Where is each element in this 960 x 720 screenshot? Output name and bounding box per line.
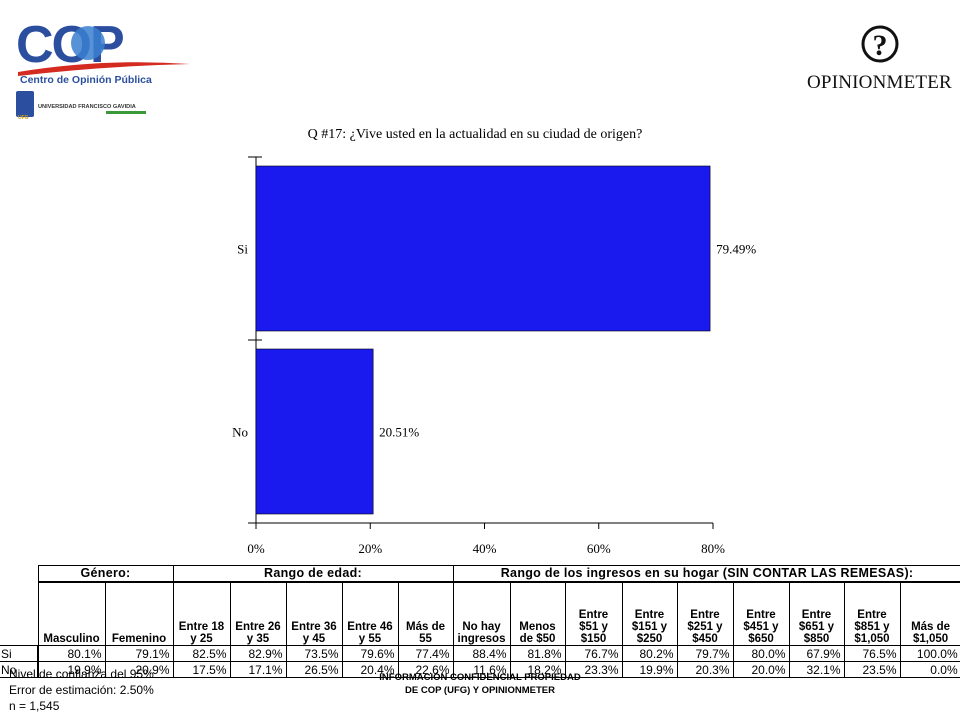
ufg-green-bar <box>106 111 146 114</box>
column-header: Más de 55 <box>397 580 454 646</box>
table-cell: 19.9% <box>621 661 678 678</box>
svg-text:?: ? <box>873 29 888 62</box>
table-cell: 18.2% <box>509 661 566 678</box>
table-cell: 77.4% <box>397 645 454 662</box>
x-tick-label: 20% <box>358 541 382 556</box>
chart-title: Q #17: ¿Vive usted en la actualidad en s… <box>308 127 643 142</box>
bar-chart: Q #17: ¿Vive usted en la actualidad en s… <box>232 127 756 556</box>
table-cell: 82.9% <box>229 645 287 662</box>
table-cell: 79.1% <box>104 645 174 662</box>
table-cell: 11.6% <box>452 661 511 678</box>
column-header: Entre 26 y 35 <box>229 580 287 646</box>
column-header: Femenino <box>104 580 174 646</box>
margin-of-error: Error de estimación: 2.50% <box>9 683 154 697</box>
table-cell: 76.7% <box>564 645 623 662</box>
table-cell: 81.8% <box>509 645 566 662</box>
bar <box>255 348 374 515</box>
table-cell: 20.3% <box>676 661 734 678</box>
table-cell: 20.0% <box>732 661 790 678</box>
x-tick-label: 60% <box>587 541 611 556</box>
crosstab-table: Género: Rango de edad: Rango de los ingr… <box>0 565 960 678</box>
table-cell: 82.5% <box>172 645 231 662</box>
table-cell: 17.1% <box>229 661 287 678</box>
table-cell: 23.3% <box>564 661 623 678</box>
table-cell: 17.5% <box>172 661 231 678</box>
table-cell: 79.6% <box>341 645 399 662</box>
group-ingresos: Rango de los ingresos en su hogar (SIN C… <box>452 565 960 582</box>
column-header: Más de $1,050 <box>899 580 960 646</box>
ufg-name: UNIVERSIDAD FRANCISCO GAVIDIA <box>38 104 136 110</box>
table-cell: 32.1% <box>788 661 845 678</box>
table-cell: 20.9% <box>104 661 174 678</box>
table-cell: 100.0% <box>899 645 960 662</box>
table-cell: 22.6% <box>397 661 454 678</box>
column-header: Entre $251 y $450 <box>676 580 734 646</box>
table-cell: 80.1% <box>37 645 106 662</box>
group-edad: Rango de edad: <box>172 565 454 582</box>
column-header: Entre 18 y 25 <box>172 580 231 646</box>
x-tick-label: 80% <box>701 541 725 556</box>
table-cell: 76.5% <box>843 645 901 662</box>
table-row: No 19.9% 20.9% 17.5% 17.1% 26.5% 20.4% 22.6% 11… <box>0 661 960 678</box>
cop-logo: COP Centro de Opinión Pública UFG UNIVER… <box>16 16 190 121</box>
table-cell: 23.5% <box>843 661 901 678</box>
category-label: Si <box>237 242 248 257</box>
globe-icon <box>71 26 105 60</box>
table-cell: 19.9% <box>37 661 106 678</box>
column-header: Entre $651 y $850 <box>788 580 845 646</box>
column-header-row: Masculino Femenino Entre 18 y 25 Entre 26 y 3… <box>0 580 960 646</box>
opinionmeter-wordmark: OPINIONMETER <box>807 72 952 93</box>
column-header: Entre 36 y 45 <box>285 580 343 646</box>
table-cell: 80.0% <box>732 645 790 662</box>
table-cell: 80.2% <box>621 645 678 662</box>
red-swoosh <box>18 62 190 76</box>
opinionmeter-logo: ? OPINIONMETER <box>807 25 952 93</box>
group-genero: Género: <box>37 565 174 582</box>
bar <box>255 165 711 332</box>
column-header: Entre $451 y $650 <box>732 580 790 646</box>
column-header: Entre $51 y $150 <box>564 580 623 646</box>
column-header: Entre $851 y $1,050 <box>843 580 901 646</box>
table-cell: 0.0% <box>899 661 960 678</box>
table-cell: 73.5% <box>285 645 343 662</box>
column-header: Menos de $50 <box>509 580 566 646</box>
table-cell: 20.4% <box>341 661 399 678</box>
column-header: Masculino <box>37 580 106 646</box>
table-cell: 88.4% <box>452 645 511 662</box>
chart-labels: 79.49% Si 20.51% No <box>232 242 756 440</box>
table-cell: 67.9% <box>788 645 845 662</box>
table-cell: 26.5% <box>285 661 343 678</box>
column-header: Entre 46 y 55 <box>341 580 399 646</box>
sample-size: n = 1,545 <box>9 699 60 713</box>
group-header-row: Género: Rango de edad: Rango de los ingr… <box>0 565 960 582</box>
table-cell: 79.7% <box>676 645 734 662</box>
ufg-abbr: UFG <box>18 115 29 121</box>
x-tick-label: 40% <box>473 541 497 556</box>
row-label: Si <box>0 645 39 662</box>
bar-value-label: 79.49% <box>716 242 756 257</box>
category-label: No <box>232 425 248 440</box>
confidence-level: Nivel de confianza del 95% <box>9 667 154 681</box>
row-label: No <box>0 661 39 678</box>
survey-stats: Nivel de confianza del 95% Error de esti… <box>9 666 154 714</box>
cop-subtitle: Centro de Opinión Pública <box>20 74 152 86</box>
ufg-shield-icon <box>16 91 34 117</box>
x-tick-label: 0% <box>247 541 265 556</box>
bar-value-label: 20.51% <box>379 425 419 440</box>
question-circle-icon <box>861 25 899 63</box>
column-header: No hay ingresos <box>452 580 511 646</box>
column-header: Entre $151 y $250 <box>621 580 678 646</box>
table-row: Si 80.1% 79.1% 82.5% 82.9% 73.5% 79.6% 77.4% 88… <box>0 645 960 662</box>
chart-bars <box>255 165 711 515</box>
confidential-notice: INFORMACIÓN CONFIDENCIAL PROPIEDAD DE CO… <box>379 672 581 696</box>
